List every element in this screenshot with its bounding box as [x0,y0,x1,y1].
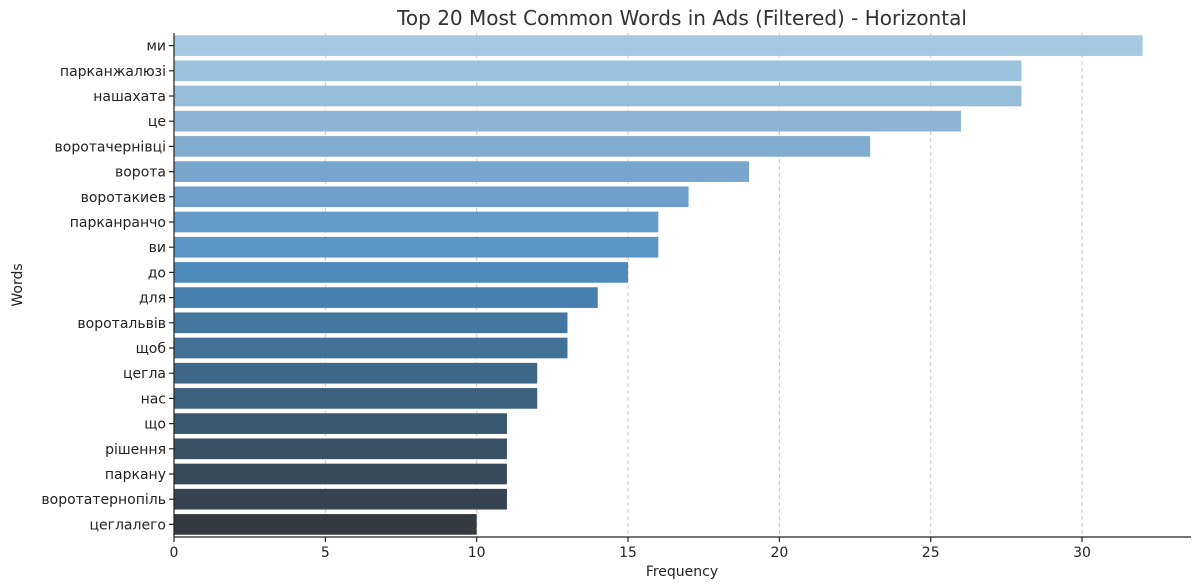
y-tick-label: що [144,417,166,433]
y-tick-labels: ми парканжалюзі нашахата це воротачернівці во… [41,39,174,533]
bar-14 [174,362,538,384]
bar-16 [174,413,507,434]
y-tick-label: ворота [115,165,166,181]
y-tick-label: до [148,265,166,281]
y-tick-label: щоб [136,341,166,357]
y-tick-label: цеглалего [89,517,166,533]
y-axis-label: Words [10,263,26,306]
bar-8 [174,211,659,233]
bar-1 [174,35,1143,56]
y-tick-label: воротатернопіль [41,492,166,508]
bar-17 [174,438,507,460]
x-tick-label: 5 [321,545,330,561]
y-tick-label: паркану [105,467,166,483]
y-tick-label: ми [146,39,166,55]
y-tick-label: це [148,114,166,130]
bar-18 [174,463,507,485]
x-tick-label: 25 [922,545,940,561]
bar-13 [174,337,568,359]
y-tick-label: воротальвів [77,316,166,332]
x-tick-labels: 0 5 10 15 20 25 30 [170,537,1091,561]
bar-19 [174,488,507,510]
bar-12 [174,312,568,334]
grid-lines [173,33,1083,537]
chart-title: Top 20 Most Common Words in Ads (Filtere… [396,6,967,30]
y-tick-label: парканжалюзі [60,64,166,80]
x-tick-label: 20 [770,545,788,561]
x-tick-label: 10 [468,545,486,561]
x-axis-label: Frequency [646,564,718,580]
bar-7 [174,186,689,208]
bar-2 [174,60,1022,82]
bar-10 [174,262,629,283]
bar-4 [174,110,961,132]
y-tick-label: рішення [105,442,166,458]
x-tick-label: 0 [170,545,179,561]
y-tick-label: воротачернівці [55,139,167,155]
y-tick-label: ви [149,240,166,256]
bar-20 [174,514,477,535]
bar-3 [174,85,1022,107]
bar-15 [174,388,538,409]
bar-6 [174,161,750,182]
y-tick-label: парканранчо [70,215,166,231]
bars [174,35,1143,535]
bar-5 [174,136,871,157]
y-tick-label: нашахата [93,89,166,105]
x-tick-label: 30 [1073,545,1091,561]
y-tick-label: цегла [123,366,166,382]
x-tick-label: 15 [619,545,637,561]
bar-11 [174,287,598,308]
y-tick-label: нас [141,391,166,407]
y-tick-label: для [139,291,166,307]
bar-9 [174,236,659,258]
y-tick-label: воротакиев [81,190,166,206]
